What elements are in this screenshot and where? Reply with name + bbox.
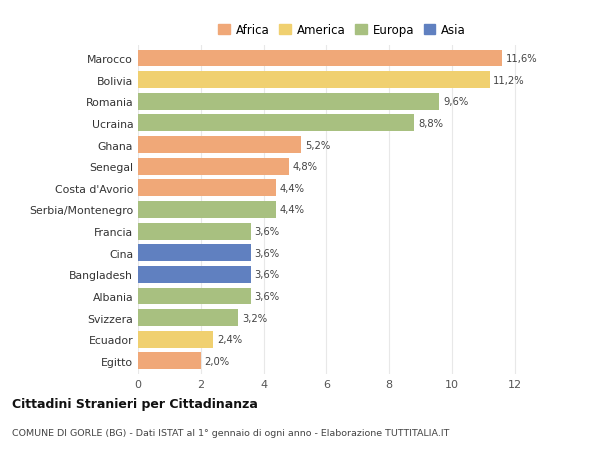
Bar [138,353,201,369]
Bar [138,115,414,132]
Text: 4,8%: 4,8% [292,162,317,172]
Bar [138,50,502,67]
Text: 11,2%: 11,2% [493,75,525,85]
Bar [138,72,490,89]
Text: 4,4%: 4,4% [280,205,305,215]
Bar [138,180,276,197]
Bar [138,94,439,111]
Text: 5,2%: 5,2% [305,140,330,150]
Text: 11,6%: 11,6% [506,54,538,64]
Text: 3,6%: 3,6% [255,248,280,258]
Bar [138,288,251,305]
Text: COMUNE DI GORLE (BG) - Dati ISTAT al 1° gennaio di ogni anno - Elaborazione TUTT: COMUNE DI GORLE (BG) - Dati ISTAT al 1° … [12,428,449,437]
Bar [138,223,251,240]
Text: 3,6%: 3,6% [255,291,280,302]
Text: Cittadini Stranieri per Cittadinanza: Cittadini Stranieri per Cittadinanza [12,397,258,410]
Text: 3,6%: 3,6% [255,227,280,236]
Text: 3,6%: 3,6% [255,270,280,280]
Bar [138,309,238,326]
Bar [138,202,276,218]
Text: 9,6%: 9,6% [443,97,469,107]
Bar [138,245,251,262]
Text: 4,4%: 4,4% [280,184,305,193]
Bar [138,266,251,283]
Text: 2,0%: 2,0% [205,356,230,366]
Bar [138,137,301,154]
Text: 2,4%: 2,4% [217,335,242,345]
Bar [138,158,289,175]
Text: 8,8%: 8,8% [418,118,443,129]
Legend: Africa, America, Europa, Asia: Africa, America, Europa, Asia [214,19,470,41]
Text: 3,2%: 3,2% [242,313,268,323]
Bar [138,331,214,348]
